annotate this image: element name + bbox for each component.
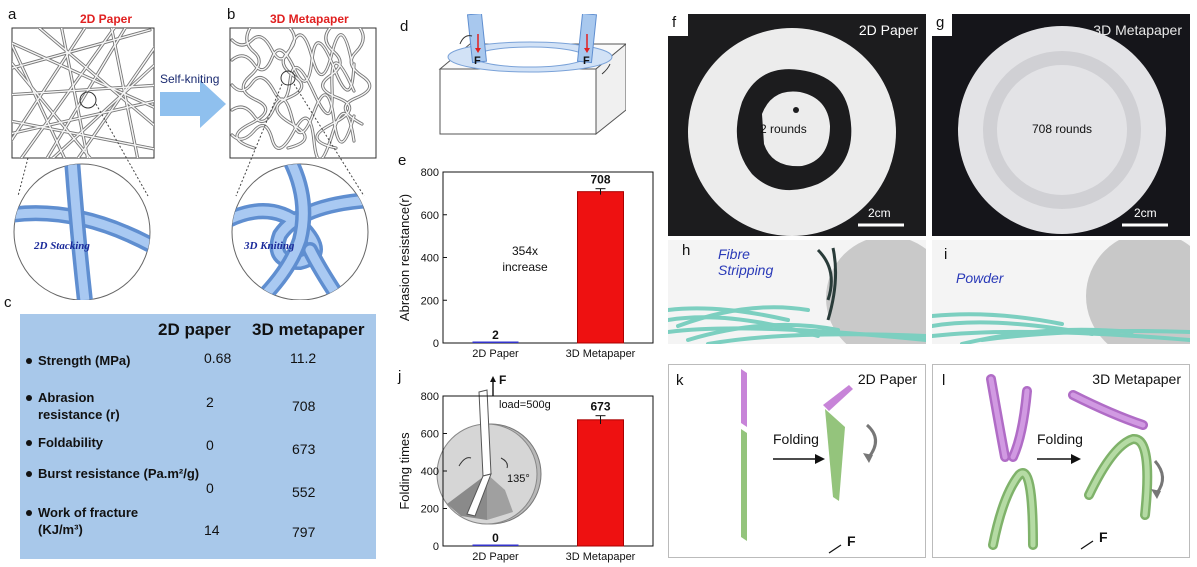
panel-letter-f: f <box>668 14 688 36</box>
row-bullet <box>26 440 32 446</box>
photo-2d-paper-abrasion: 2D Paper 2 rounds 2cm <box>668 14 926 236</box>
panel-letter-j: j <box>398 368 402 385</box>
y-tick-label: 800 <box>421 391 439 403</box>
row-value-3d: 673 <box>292 441 316 457</box>
value-label-1: 673 <box>590 400 610 414</box>
inset-load-label: load=500g <box>499 399 551 411</box>
row-label-strength: Strength (MPa) <box>38 353 131 368</box>
panel-letter-g: g <box>932 14 952 36</box>
panel-l-action: Folding <box>1037 431 1083 447</box>
row-bullet <box>26 510 32 516</box>
y-tick-label: 600 <box>421 210 439 222</box>
panel-a-illustration <box>11 27 377 300</box>
y-tick-label: 400 <box>421 253 439 265</box>
bar-1 <box>577 419 624 547</box>
row-value-2d: 0.68 <box>204 350 232 366</box>
panel-a-title: 2D Paper <box>80 12 133 26</box>
panel-letter-i: i <box>944 246 948 263</box>
photo-f-scale: 2cm <box>868 206 891 220</box>
value-label-0: 0 <box>492 531 499 545</box>
bar-1 <box>577 191 624 344</box>
panel-letter-l: l <box>942 372 946 389</box>
row-value-2d: 14 <box>204 522 220 538</box>
render-powder: Powder <box>932 240 1190 344</box>
panel-k-force: F <box>847 533 856 549</box>
panel-letter-h: h <box>682 242 691 259</box>
panel-d-force-right: F <box>583 55 590 67</box>
render-h-label: Fibre Stripping <box>718 246 774 278</box>
chart-abrasion-resistance: 0 200 400 600 800 Abrasion resistance(r) 2 2D P… <box>397 167 654 360</box>
panel-letter-b: b <box>227 6 236 23</box>
panel-d-force-left: F <box>474 55 481 67</box>
inset-rotation-arrow <box>458 457 472 467</box>
photo-f-title: 2D Paper <box>858 22 918 38</box>
render-fibre-stripping: Fibre Stripping <box>668 240 926 344</box>
inset-force-arrowhead <box>490 376 496 382</box>
row-bullet <box>26 395 32 401</box>
panel-b-title: 3D Metapaper <box>270 12 349 26</box>
row-value-2d: 0 <box>206 480 214 496</box>
category-label-0: 2D Paper <box>472 551 519 563</box>
chart-e-annotation: 354x increase <box>502 244 548 274</box>
inset-rotation-arrow <box>500 457 508 469</box>
value-label-1: 708 <box>590 173 610 187</box>
y-tick-label: 600 <box>421 429 439 441</box>
panel-l-title: 3D Metapaper <box>1092 371 1181 387</box>
y-tick-label: 200 <box>421 504 439 516</box>
row-label-foldability: Foldability <box>38 435 103 450</box>
panel-b-circle-label: 3D Kniting <box>244 240 295 252</box>
row-value-2d: 2 <box>206 394 214 410</box>
panel-l-folding-3d: 3D Metapaper Folding F <box>932 364 1190 558</box>
photo-g-title: 3D Metapaper <box>1093 22 1182 38</box>
photo-f-rounds: 2 rounds <box>760 122 807 136</box>
row-value-3d: 11.2 <box>290 350 317 366</box>
inset-angle-label: 135° <box>507 473 530 485</box>
photo-3d-metapaper-abrasion: 3D Metapaper 708 rounds 2cm <box>932 14 1190 236</box>
value-label-0: 2 <box>492 328 499 342</box>
row-label-abrasion: Abrasion resistance (r) <box>38 390 120 422</box>
bar-0 <box>472 544 519 546</box>
render-i-label: Powder <box>956 270 1004 286</box>
abrasion-apparatus-diagram: F F <box>438 14 626 136</box>
row-value-3d: 797 <box>292 524 316 540</box>
category-label-0: 2D Paper <box>472 348 519 360</box>
panel-a-circle-label: 2D Stacking <box>34 240 90 252</box>
table-header-2d: 2D paper <box>158 320 231 339</box>
panel-letter-a: a <box>8 6 17 23</box>
panel-l-force: F <box>1099 529 1108 545</box>
photo-g-rounds: 708 rounds <box>1032 122 1093 136</box>
row-value-3d: 552 <box>292 484 316 500</box>
panel-k-folding-2d: 2D Paper Folding F <box>668 364 926 558</box>
bar-0 <box>472 341 519 343</box>
panel-k-action: Folding <box>773 431 819 447</box>
photo-g-scale: 2cm <box>1134 206 1157 220</box>
row-value-2d: 0 <box>206 437 214 453</box>
y-tick-label: 200 <box>421 295 439 307</box>
y-tick-label: 0 <box>433 541 439 553</box>
inset-wedge-right <box>487 474 513 520</box>
row-bullet <box>26 358 32 364</box>
y-tick-label: 800 <box>421 167 439 179</box>
y-axis-label: Folding times <box>397 432 412 510</box>
panel-letter-c: c <box>4 294 12 311</box>
table-header-3d: 3D metapaper <box>252 320 365 339</box>
inset-strip-lower <box>466 473 492 517</box>
y-tick-label: 400 <box>421 466 439 478</box>
panel-letter-d: d <box>400 18 409 35</box>
y-axis-label: Abrasion resistance(r) <box>397 194 412 321</box>
row-label-work: Work of fracture (KJ/m³) <box>38 505 139 537</box>
row-label-burst: Burst resistance (Pa.m²/g) <box>38 466 200 481</box>
row-value-3d: 708 <box>292 398 316 414</box>
row-bullet <box>26 471 32 477</box>
category-label-1: 3D Metapaper <box>566 348 636 360</box>
y-tick-label: 0 <box>433 338 439 350</box>
panel-letter-k: k <box>676 372 684 389</box>
panel-k-title: 2D Paper <box>857 371 917 387</box>
panel-letter-e: e <box>398 152 407 169</box>
comparison-table: 2D paper 3D metapaper Strength (MPa) 0.6… <box>20 314 376 559</box>
category-label-1: 3D Metapaper <box>566 551 636 563</box>
inset-force-label: F <box>499 373 506 387</box>
self-kniting-label: Self-kniting <box>160 72 220 86</box>
